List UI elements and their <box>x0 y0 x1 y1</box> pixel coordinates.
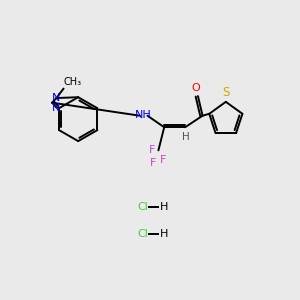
Text: F: F <box>160 155 166 165</box>
Text: Cl: Cl <box>137 229 148 238</box>
Text: O: O <box>191 82 200 93</box>
Text: N: N <box>52 103 61 113</box>
Text: NH: NH <box>135 110 152 120</box>
Text: Cl: Cl <box>137 202 148 212</box>
Text: H: H <box>160 202 168 212</box>
Text: N: N <box>52 93 61 103</box>
Text: H: H <box>182 132 190 142</box>
Text: CH₃: CH₃ <box>64 77 82 87</box>
Text: H: H <box>160 229 168 238</box>
Text: F: F <box>149 145 155 155</box>
Text: S: S <box>222 85 230 99</box>
Text: F: F <box>150 158 157 168</box>
